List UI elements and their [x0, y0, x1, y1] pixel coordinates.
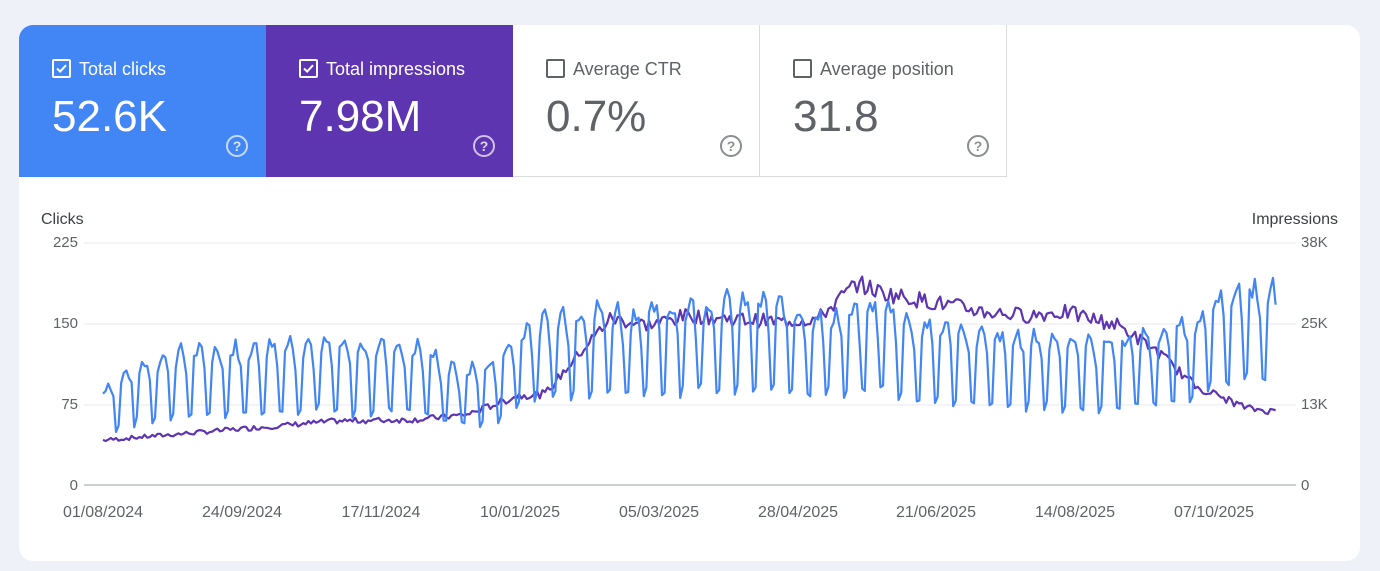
y2-tick-label: 38K — [1301, 234, 1328, 251]
help-icon[interactable]: ? — [473, 135, 495, 157]
y-tick-label: 75 — [61, 396, 78, 413]
total-impressions-checkbox[interactable] — [299, 59, 318, 78]
performance-chart[interactable] — [19, 25, 1360, 561]
help-icon[interactable]: ? — [967, 135, 989, 157]
y-tick-label: 150 — [52, 315, 78, 332]
total-clicks-value: 52.6K — [52, 92, 167, 141]
average-position-label: Average position — [820, 59, 954, 79]
y-tick-label: 0 — [69, 477, 78, 494]
help-icon[interactable]: ? — [720, 135, 742, 157]
impressions-series-line — [102, 275, 1276, 443]
clicks-series-line — [102, 276, 1277, 433]
metric-tiles: Total clicks 52.6K ? Total impressions 7… — [19, 25, 1007, 177]
average-position-value: 31.8 — [793, 92, 879, 141]
y2-tick-label: 13K — [1301, 396, 1328, 413]
left-axis-title: Clicks — [41, 211, 84, 228]
x-tick-label: 14/08/2025 — [1034, 504, 1116, 521]
y-tick-label: 225 — [52, 234, 78, 251]
total-impressions-value: 7.98M — [299, 92, 422, 141]
tile-average-ctr[interactable]: Average CTR 0.7% ? — [513, 25, 760, 177]
performance-card: Total clicks 52.6K ? Total impressions 7… — [19, 25, 1360, 561]
average-ctr-value: 0.7% — [546, 92, 647, 141]
average-position-checkbox[interactable] — [793, 59, 812, 78]
average-ctr-label: Average CTR — [573, 59, 682, 79]
total-impressions-label: Total impressions — [326, 59, 466, 79]
y2-tick-label: 25K — [1301, 315, 1328, 332]
x-tick-label: 21/06/2025 — [895, 504, 977, 521]
y2-tick-label: 0 — [1301, 477, 1310, 494]
total-clicks-checkbox[interactable] — [52, 59, 71, 78]
x-tick-label: 01/08/2024 — [62, 504, 144, 521]
x-tick-label: 10/01/2025 — [479, 504, 561, 521]
x-tick-label: 17/11/2024 — [341, 504, 421, 521]
average-ctr-checkbox[interactable] — [546, 59, 565, 78]
x-tick-label: 07/10/2025 — [1173, 504, 1255, 521]
x-tick-label: 24/09/2024 — [201, 504, 283, 521]
tile-average-position[interactable]: Average position 31.8 ? — [760, 25, 1007, 177]
total-clicks-label: Total clicks — [79, 59, 167, 79]
x-tick-label: 28/04/2025 — [757, 504, 839, 521]
x-tick-label: 05/03/2025 — [618, 504, 700, 521]
help-icon[interactable]: ? — [226, 135, 248, 157]
right-axis-title: Impressions — [1251, 211, 1338, 228]
tile-total-clicks[interactable]: Total clicks 52.6K ? — [19, 25, 266, 177]
tile-total-impressions[interactable]: Total impressions 7.98M ? — [266, 25, 513, 177]
